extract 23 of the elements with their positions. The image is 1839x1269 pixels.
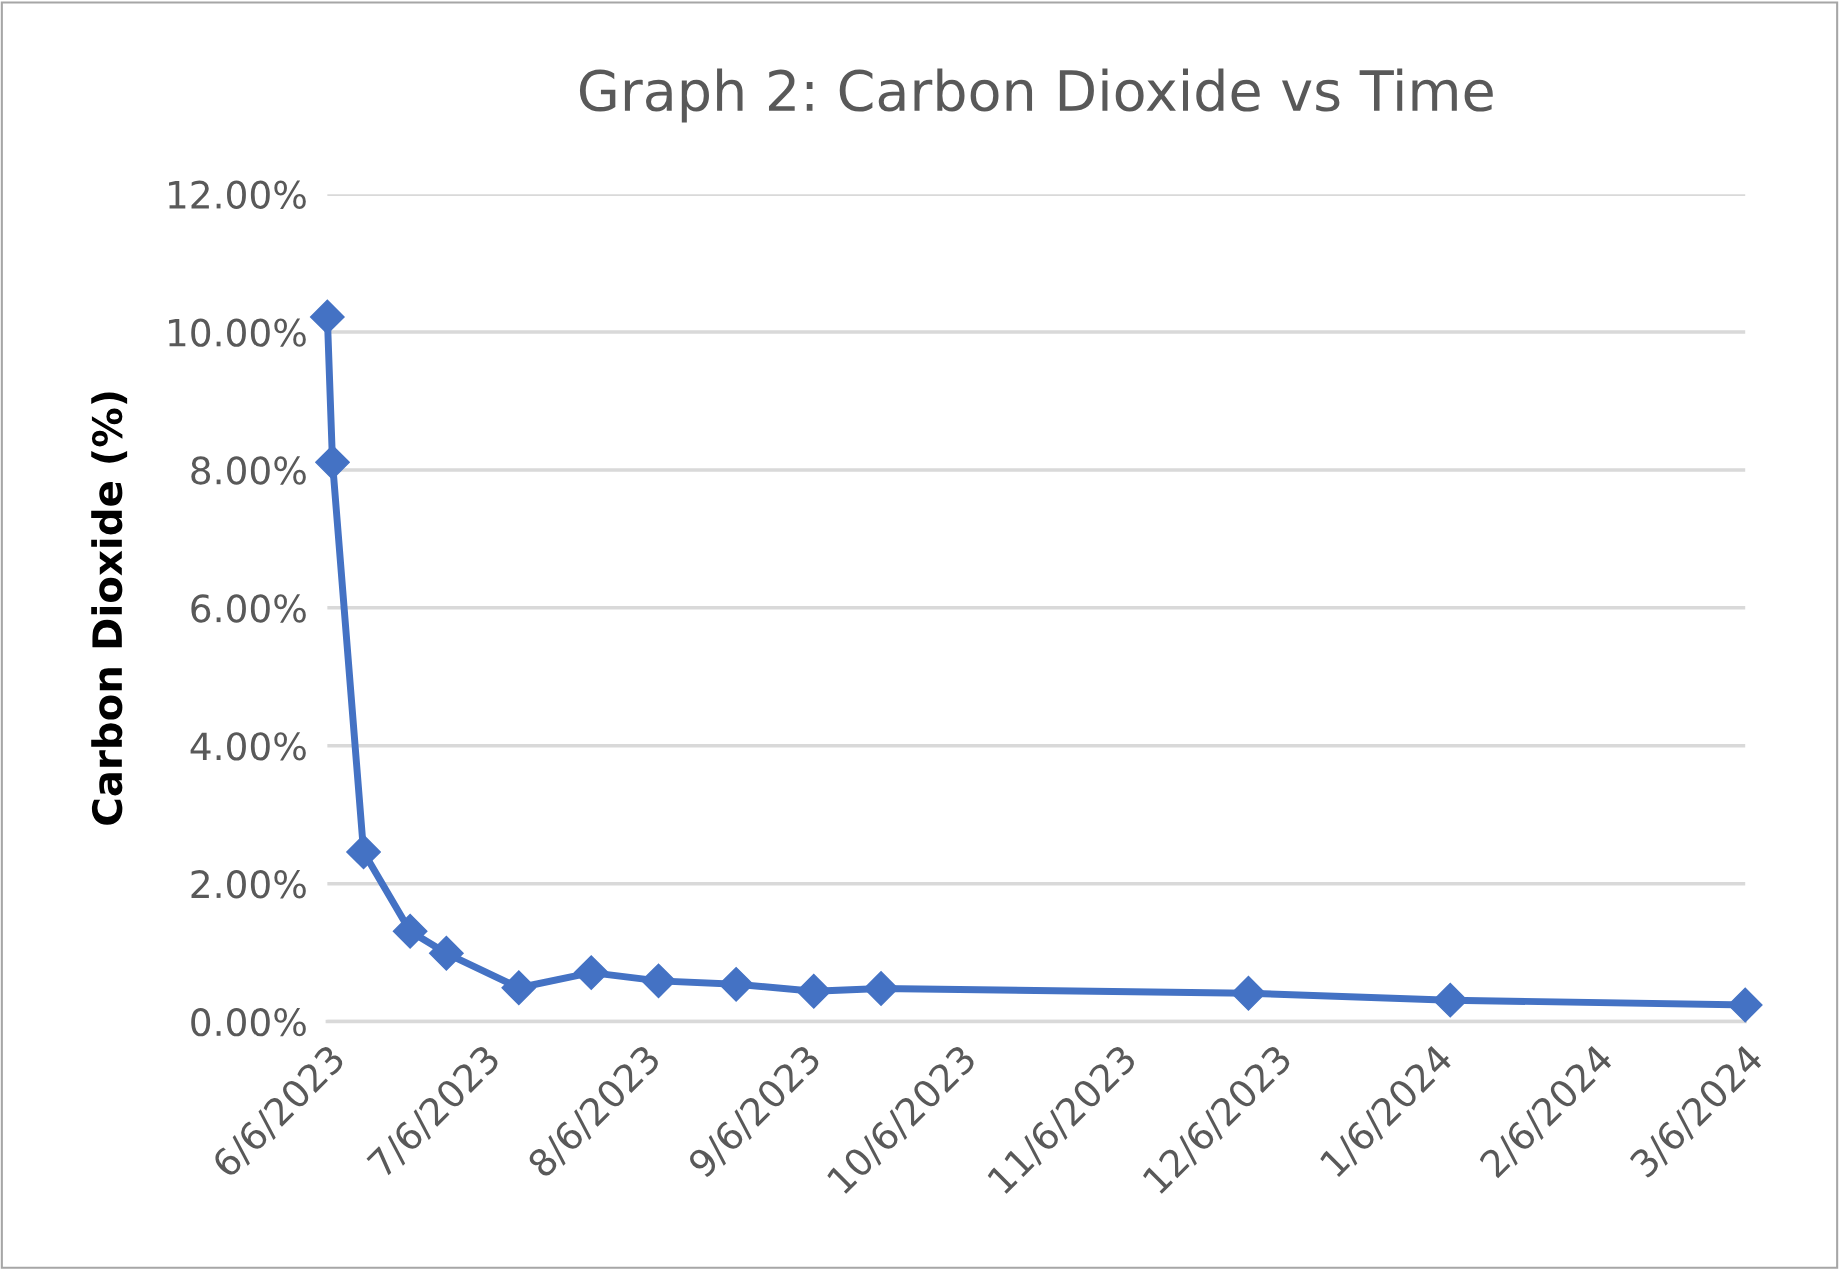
point [392, 913, 428, 949]
y-tick-label: 0.00% [191, 1007, 306, 1037]
point [573, 955, 609, 990]
point [863, 971, 899, 1006]
point [641, 963, 676, 999]
y-tick-label: 2.00% [191, 870, 306, 899]
chart-title: Graph 2: Carbon Dioxide vs Time [579, 68, 1493, 123]
y-tick-label: 6.00% [191, 594, 306, 623]
point [428, 935, 464, 971]
point [1727, 987, 1763, 1023]
y-axis-title: Carbon Dioxide (%) [91, 392, 128, 825]
point [315, 444, 350, 480]
point [718, 966, 754, 1002]
y-tick-label: 10.00% [169, 318, 306, 347]
y-tick-label: 4.00% [190, 732, 306, 761]
point [501, 970, 537, 1006]
point [796, 973, 832, 1009]
point [1432, 982, 1468, 1018]
point [346, 834, 381, 870]
y-tick-label: 12.00% [169, 180, 306, 209]
point [1231, 975, 1266, 1011]
point [309, 299, 345, 335]
y-tick-label: 8.00% [191, 456, 306, 485]
